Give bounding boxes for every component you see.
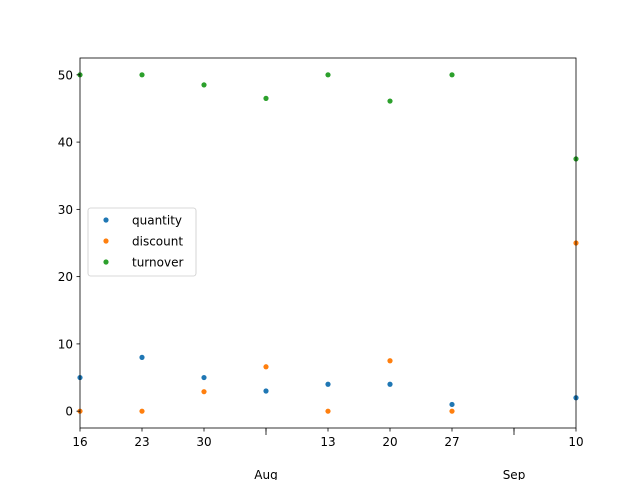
legend-marker-turnover (103, 259, 109, 265)
point-quantity-5 (387, 381, 393, 387)
x-minor-tick-label-1: 23 (134, 435, 149, 449)
point-turnover-6 (449, 72, 455, 78)
x-minor-tick-label-5: 20 (382, 435, 397, 449)
y-tick-label-2: 20 (58, 270, 73, 284)
point-discount-6 (449, 408, 455, 414)
x-minor-tick-label-4: 13 (320, 435, 335, 449)
point-quantity-4 (325, 381, 331, 387)
x-minor-tick-label-2: 30 (196, 435, 211, 449)
point-quantity-1 (139, 354, 145, 360)
legend-label-quantity: quantity (132, 214, 182, 228)
legend-marker-quantity (103, 217, 109, 223)
x-major-tick-label-0: Aug (254, 468, 277, 480)
point-turnover-2 (201, 82, 207, 88)
point-turnover-1 (139, 72, 145, 78)
y-tick-label-5: 50 (58, 68, 73, 82)
point-discount-2 (201, 389, 207, 395)
y-tick-label-0: 0 (65, 405, 73, 419)
legend: quantity discount turnover (87, 207, 197, 277)
x-minor-tick-label-0: 16 (72, 435, 87, 449)
point-turnover-4 (325, 72, 331, 78)
point-discount-4 (325, 408, 331, 414)
legend-label-turnover: turnover (132, 256, 183, 270)
y-tick-label-4: 40 (58, 136, 73, 150)
point-quantity-3 (263, 388, 269, 394)
point-discount-3 (263, 364, 269, 370)
x-minor-tick-label-6: 27 (444, 435, 459, 449)
x-major-tick-label-1: Sep (503, 468, 526, 480)
point-discount-5 (387, 358, 393, 364)
point-discount-1 (139, 408, 145, 414)
point-turnover-5 (387, 98, 393, 104)
legend-label-discount: discount (132, 235, 183, 249)
legend-box (87, 207, 197, 277)
axes: 0 10 20 30 40 50 16 23 30 13 20 27 10 Aug Sep (58, 57, 584, 480)
data-points (77, 72, 579, 414)
y-tick-label-1: 10 (58, 337, 73, 351)
point-quantity-2 (201, 374, 207, 381)
y-tick-label-3: 30 (58, 203, 73, 217)
point-quantity-6 (449, 401, 455, 408)
point-turnover-3 (263, 95, 269, 101)
x-minor-tick-label-8: 10 (568, 435, 583, 449)
legend-marker-discount (103, 238, 109, 244)
